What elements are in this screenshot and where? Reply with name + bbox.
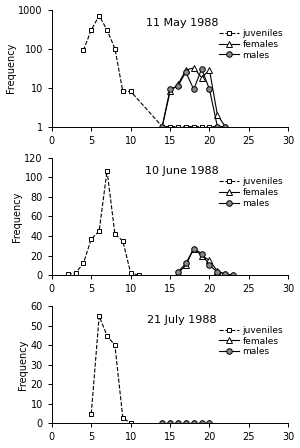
females bbox=[176, 82, 180, 87]
juveniles bbox=[216, 124, 219, 129]
juveniles bbox=[98, 314, 101, 319]
juveniles bbox=[98, 228, 101, 234]
females bbox=[184, 263, 188, 268]
females bbox=[224, 271, 227, 277]
females bbox=[192, 65, 196, 71]
males bbox=[208, 263, 211, 268]
Legend: juveniles, females, males: juveniles, females, males bbox=[215, 26, 286, 63]
females bbox=[216, 268, 219, 274]
Line: juveniles: juveniles bbox=[81, 13, 227, 129]
males bbox=[168, 421, 172, 426]
juveniles bbox=[121, 238, 124, 244]
juveniles bbox=[105, 333, 109, 338]
juveniles bbox=[82, 47, 85, 53]
females bbox=[184, 421, 188, 426]
juveniles bbox=[208, 124, 211, 129]
juveniles bbox=[113, 231, 117, 237]
males bbox=[160, 421, 164, 426]
females bbox=[200, 253, 203, 258]
males bbox=[224, 124, 227, 129]
females bbox=[224, 124, 227, 129]
juveniles bbox=[74, 271, 77, 276]
juveniles bbox=[176, 124, 180, 129]
juveniles bbox=[98, 13, 101, 18]
males bbox=[192, 421, 196, 426]
juveniles bbox=[105, 27, 109, 33]
males bbox=[200, 66, 203, 72]
females bbox=[176, 421, 180, 426]
Line: males: males bbox=[159, 66, 228, 129]
females bbox=[192, 246, 196, 251]
females bbox=[184, 68, 188, 73]
males bbox=[176, 421, 180, 426]
females bbox=[160, 124, 164, 129]
Y-axis label: Frequency: Frequency bbox=[6, 43, 16, 93]
males bbox=[176, 269, 180, 275]
juveniles bbox=[168, 124, 172, 129]
males bbox=[176, 83, 180, 89]
juveniles bbox=[121, 415, 124, 420]
females bbox=[231, 272, 235, 278]
females bbox=[176, 271, 180, 276]
females bbox=[168, 421, 172, 426]
males bbox=[200, 421, 203, 426]
juveniles bbox=[89, 27, 93, 33]
males bbox=[184, 421, 188, 426]
females bbox=[208, 421, 211, 426]
males bbox=[184, 69, 188, 75]
females bbox=[192, 421, 196, 426]
juveniles bbox=[200, 124, 203, 129]
juveniles bbox=[89, 411, 93, 416]
Line: females: females bbox=[159, 65, 228, 129]
juveniles bbox=[66, 271, 69, 277]
juveniles bbox=[192, 124, 196, 129]
Line: juveniles: juveniles bbox=[89, 314, 133, 426]
females bbox=[168, 89, 172, 94]
males bbox=[208, 421, 211, 426]
females bbox=[216, 112, 219, 117]
males bbox=[200, 251, 203, 256]
males bbox=[160, 124, 164, 129]
females bbox=[160, 421, 164, 426]
males bbox=[184, 261, 188, 266]
Legend: juveniles, females, males: juveniles, females, males bbox=[215, 174, 286, 211]
females bbox=[208, 258, 211, 263]
Text: 21 July 1988: 21 July 1988 bbox=[147, 314, 217, 324]
Text: 10 June 1988: 10 June 1988 bbox=[145, 166, 219, 176]
juveniles bbox=[129, 89, 133, 94]
juveniles bbox=[129, 421, 133, 426]
females bbox=[208, 68, 211, 73]
juveniles bbox=[82, 261, 85, 266]
males bbox=[231, 272, 235, 278]
Text: 11 May 1988: 11 May 1988 bbox=[146, 18, 218, 28]
Y-axis label: Frequency: Frequency bbox=[12, 191, 22, 241]
juveniles bbox=[224, 124, 227, 129]
females bbox=[200, 421, 203, 426]
males bbox=[168, 86, 172, 92]
Line: males: males bbox=[175, 246, 236, 278]
juveniles bbox=[113, 46, 117, 51]
juveniles bbox=[89, 236, 93, 241]
juveniles bbox=[184, 124, 188, 129]
females bbox=[200, 75, 203, 80]
Y-axis label: Frequency: Frequency bbox=[18, 340, 28, 390]
Line: females: females bbox=[175, 246, 236, 278]
juveniles bbox=[129, 271, 133, 276]
juveniles bbox=[121, 89, 124, 94]
juveniles bbox=[160, 124, 164, 129]
males bbox=[216, 269, 219, 275]
juveniles bbox=[113, 343, 117, 348]
Line: males: males bbox=[159, 421, 212, 426]
males bbox=[192, 86, 196, 92]
males bbox=[192, 246, 196, 251]
males bbox=[224, 271, 227, 277]
Legend: juveniles, females, males: juveniles, females, males bbox=[215, 322, 286, 360]
males bbox=[216, 124, 219, 129]
Line: females: females bbox=[159, 421, 212, 426]
Line: juveniles: juveniles bbox=[65, 168, 141, 277]
juveniles bbox=[137, 272, 140, 278]
juveniles bbox=[105, 168, 109, 173]
males bbox=[208, 86, 211, 92]
